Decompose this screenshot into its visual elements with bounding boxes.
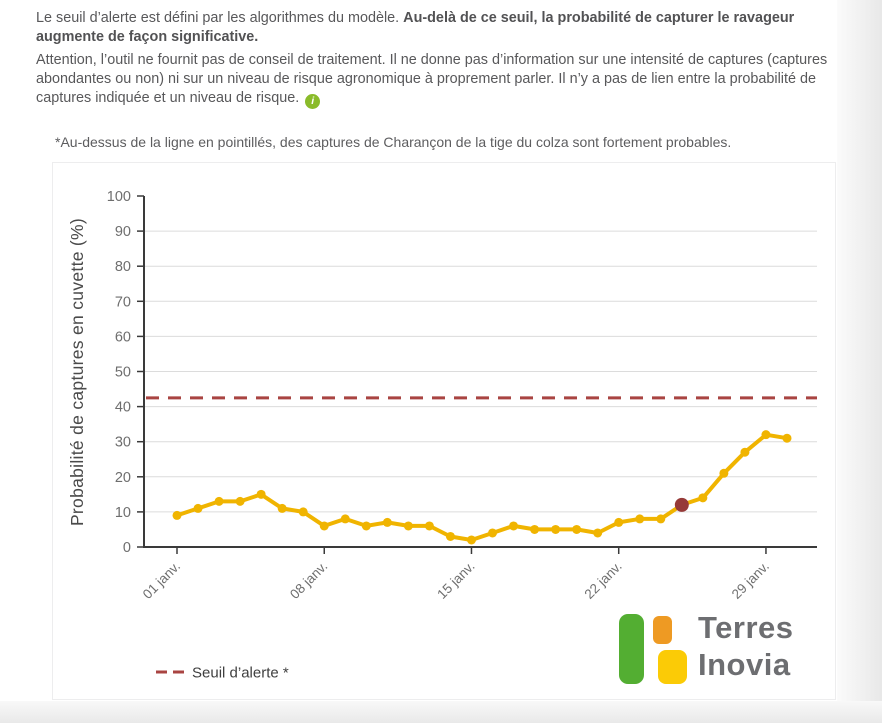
logo-text: Terres Inovia [698, 609, 794, 683]
current-day-point[interactable] [674, 497, 689, 512]
y-tick-label: 50 [115, 365, 131, 381]
data-point[interactable] [256, 489, 266, 499]
y-tick-label: 0 [123, 540, 131, 556]
data-point[interactable] [235, 496, 245, 506]
data-point[interactable] [277, 503, 287, 513]
data-point[interactable] [340, 514, 350, 524]
page-edge-gradient-bottom [0, 701, 882, 723]
y-tick-label: 30 [115, 435, 131, 451]
y-tick-label: 80 [115, 259, 131, 275]
y-tick-label: 20 [115, 470, 131, 486]
info-icon[interactable]: i [305, 94, 321, 109]
legend-label: Seuil d’alerte * [192, 665, 289, 682]
data-point[interactable] [298, 507, 308, 517]
data-point[interactable] [445, 531, 455, 541]
data-point[interactable] [424, 521, 434, 531]
logo-mark-yellow [658, 650, 687, 684]
x-tick-label: 01 janv. [140, 559, 183, 602]
data-point[interactable] [719, 468, 729, 478]
data-point[interactable] [656, 514, 666, 524]
data-point[interactable] [488, 528, 498, 538]
x-tick-label: 29 janv. [729, 559, 772, 602]
x-tick-label: 08 janv. [287, 559, 330, 602]
terres-inovia-logo: Terres Inovia [617, 609, 831, 686]
data-point[interactable] [193, 503, 203, 513]
data-point[interactable] [403, 521, 413, 531]
data-point[interactable] [614, 517, 624, 527]
data-point[interactable] [319, 521, 329, 531]
footnote: *Au-dessus de la ligne en pointillés, de… [55, 134, 732, 150]
logo-text-line1: Terres [698, 610, 794, 645]
series-line [175, 432, 789, 542]
x-tick-label: 15 janv. [434, 559, 477, 602]
x-tick-label: 22 janv. [582, 559, 625, 602]
data-point[interactable] [172, 510, 182, 520]
y-tick-label: 70 [115, 294, 131, 310]
data-point[interactable] [551, 524, 561, 534]
y-tick-label: 100 [107, 189, 131, 205]
data-point[interactable] [761, 430, 771, 440]
data-point[interactable] [382, 517, 392, 527]
chart-canvas: 0 10 20 30 40 50 60 70 80 90 100 01 janv. 08 janv. 15… [67, 189, 817, 682]
y-tick-label: 10 [115, 505, 131, 521]
disclaimer-paragraph: Attention, l’outil ne fournit pas de con… [36, 51, 848, 109]
data-point[interactable] [509, 521, 519, 531]
y-tick-label: 40 [115, 400, 131, 416]
y-tick-label: 90 [115, 224, 131, 240]
data-point[interactable] [593, 528, 603, 538]
intro-paragraph-normal: Le seuil d’alerte est défini par les alg… [36, 10, 404, 26]
data-point[interactable] [466, 535, 476, 545]
data-point[interactable] [530, 524, 540, 534]
data-point[interactable] [698, 493, 708, 503]
disclaimer-text: Attention, l’outil ne fournit pas de con… [36, 52, 828, 106]
data-point[interactable] [214, 496, 224, 506]
logo-mark-orange [653, 616, 672, 644]
logo-mark-green [619, 614, 644, 684]
data-point[interactable] [361, 521, 371, 531]
y-tick-label: 60 [115, 329, 131, 345]
intro-paragraph: Le seuil d’alerte est défini par les alg… [36, 9, 848, 47]
logo-text-line2: Inovia [698, 647, 791, 682]
intro-paragraph-bold: Au-delà de ce seuil, la probabilité de c… [36, 10, 795, 45]
intro-text-block: Le seuil d’alerte est défini par les alg… [36, 9, 848, 113]
chart-panel: 0 10 20 30 40 50 60 70 80 90 100 01 janv. 08 janv. 15… [52, 162, 836, 700]
data-point[interactable] [572, 524, 582, 534]
data-point[interactable] [782, 433, 792, 443]
data-point[interactable] [635, 514, 645, 524]
page-edge-gradient-right [837, 0, 882, 723]
data-point[interactable] [740, 447, 750, 457]
y-axis-title: Probabilité de captures en cuvette (%) [67, 218, 87, 526]
